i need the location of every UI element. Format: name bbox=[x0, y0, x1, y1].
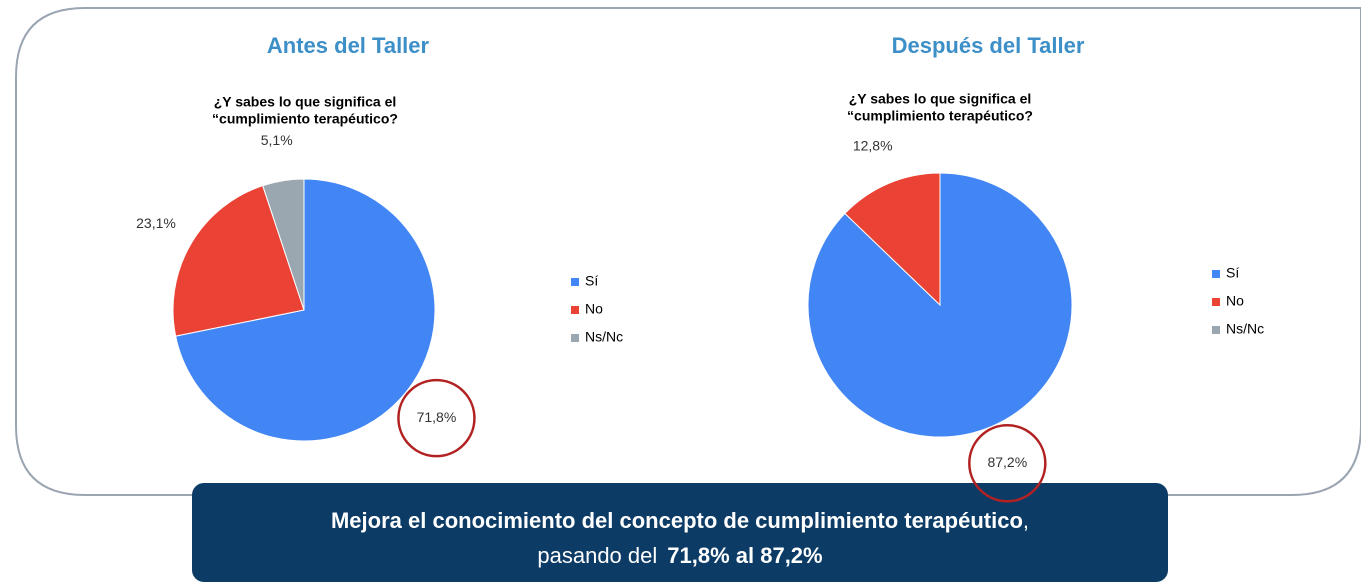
data-label: 87,2% bbox=[987, 454, 1027, 470]
summary-tail: , bbox=[1023, 508, 1029, 533]
pie-slice bbox=[172, 185, 305, 337]
highlight-circle bbox=[968, 424, 1047, 503]
data-label: 5,1% bbox=[261, 132, 293, 148]
legend-swatch bbox=[1212, 298, 1220, 306]
summary-highlight: 71,8% al 87,2% bbox=[667, 543, 822, 568]
legend-label: Ns/Nc bbox=[585, 329, 623, 345]
summary-line1: Mejora el conocimiento del concepto de c… bbox=[331, 508, 1029, 533]
legend-label: Ns/Nc bbox=[1226, 321, 1264, 337]
section-title: Después del Taller bbox=[892, 33, 1085, 58]
legend-label: No bbox=[585, 301, 603, 317]
chart-title: “cumplimiento terapéutico? bbox=[847, 108, 1033, 124]
legend-label: No bbox=[1226, 293, 1244, 309]
legend-swatch bbox=[1212, 326, 1220, 334]
legend-label: Sí bbox=[1226, 265, 1239, 281]
chart-title: ¿Y sabes lo que significa el bbox=[214, 94, 397, 110]
summary-bold: Mejora el conocimiento del concepto de c… bbox=[331, 508, 1023, 533]
data-label: 71,8% bbox=[417, 409, 457, 425]
chart-title: ¿Y sabes lo que significa el bbox=[849, 91, 1032, 107]
legend-label: Sí bbox=[585, 273, 598, 289]
legend-swatch bbox=[571, 306, 579, 314]
pie-slice bbox=[175, 178, 436, 442]
legend-swatch bbox=[571, 278, 579, 286]
chart-title: “cumplimiento terapéutico? bbox=[212, 111, 398, 127]
summary-prefix: pasando del bbox=[537, 543, 657, 568]
legend-swatch bbox=[1212, 270, 1220, 278]
data-label: 12,8% bbox=[853, 137, 893, 153]
summary-box bbox=[192, 483, 1168, 582]
legend-swatch bbox=[571, 334, 579, 342]
data-label: 23,1% bbox=[136, 215, 176, 231]
highlight-circle bbox=[397, 378, 476, 458]
section-title: Antes del Taller bbox=[267, 33, 430, 58]
summary-line2: pasando del 71,8% al 87,2% bbox=[537, 543, 822, 568]
pie-slice bbox=[844, 172, 941, 307]
pie-slice bbox=[262, 178, 305, 311]
